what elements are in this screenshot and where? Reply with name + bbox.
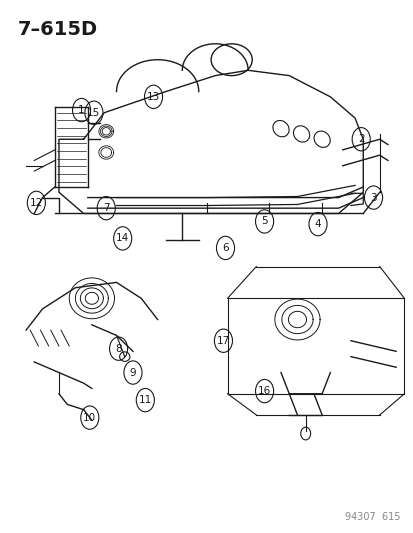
Text: 10: 10: [83, 413, 96, 423]
Text: 3: 3: [369, 192, 376, 203]
Text: 11: 11: [138, 395, 152, 405]
Text: 2: 2: [357, 134, 363, 144]
Text: 17: 17: [216, 336, 230, 346]
Text: 9: 9: [129, 368, 136, 377]
Text: 12: 12: [30, 198, 43, 208]
Text: 1: 1: [78, 105, 85, 115]
Text: 94307  615: 94307 615: [344, 512, 399, 522]
Text: 15: 15: [87, 108, 100, 118]
Text: 16: 16: [257, 386, 271, 396]
Text: 4: 4: [314, 219, 320, 229]
Text: 14: 14: [116, 233, 129, 244]
Text: 7–615D: 7–615D: [18, 20, 98, 39]
Text: 8: 8: [115, 344, 121, 354]
Text: 7: 7: [103, 203, 109, 213]
Text: 13: 13: [147, 92, 160, 102]
Text: 6: 6: [222, 243, 228, 253]
Text: 5: 5: [261, 216, 267, 227]
